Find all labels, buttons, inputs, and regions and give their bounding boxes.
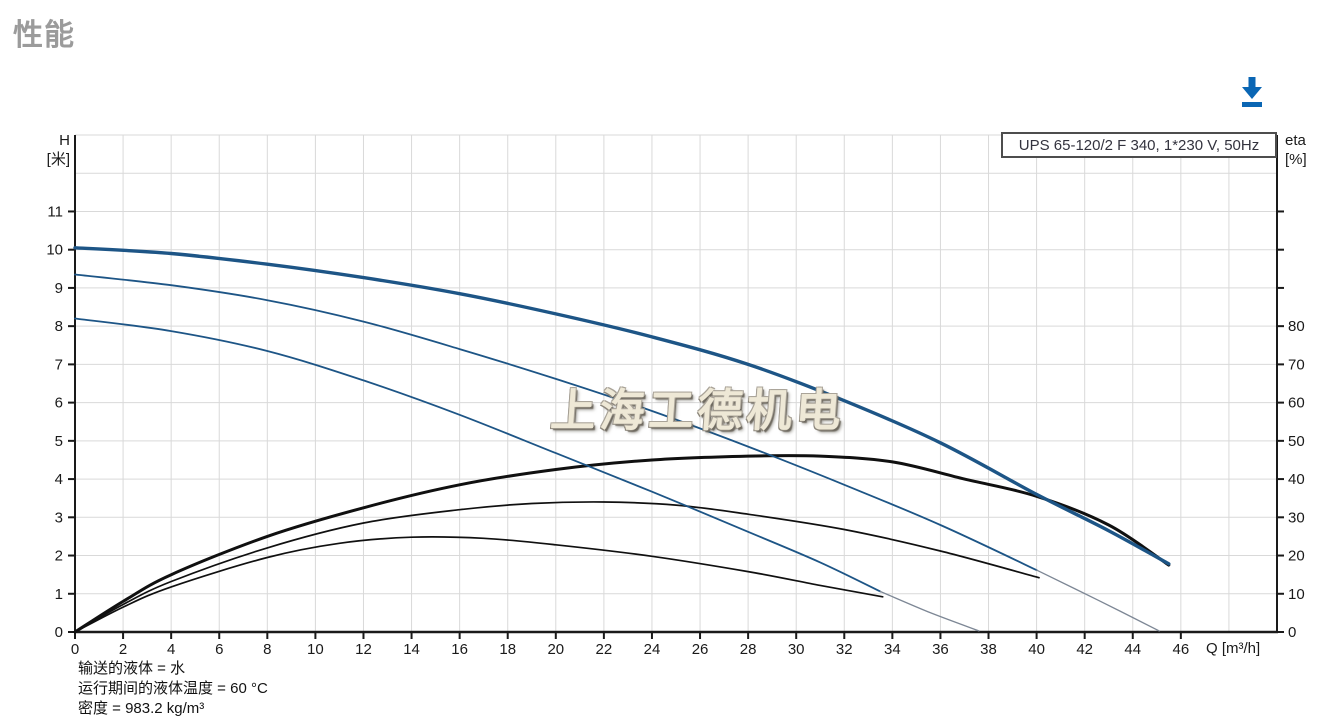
y-axis-left-title-symbol: H xyxy=(59,132,70,149)
y-right-tick-label: 80 xyxy=(1288,318,1305,335)
x-tick-label: 6 xyxy=(215,641,223,658)
x-tick-label: 20 xyxy=(547,641,564,658)
condition-liquid: 输送的液体 = 水 xyxy=(78,660,186,677)
x-tick-label: 24 xyxy=(644,641,661,658)
y-left-tick-label: 0 xyxy=(55,624,63,641)
x-tick-label: 36 xyxy=(932,641,949,658)
y-axis-right-title-symbol: eta xyxy=(1285,132,1306,149)
x-tick-label: 22 xyxy=(596,641,613,658)
y-right-tick-label: 20 xyxy=(1288,548,1305,565)
y-left-tick-label: 11 xyxy=(47,203,63,220)
y-right-tick-label: 50 xyxy=(1288,433,1305,450)
curve-head-speed1 xyxy=(74,317,882,593)
x-tick-label: 0 xyxy=(71,641,79,658)
x-tick-label: 8 xyxy=(263,641,271,658)
y-left-tick-label: 2 xyxy=(55,548,63,565)
x-tick-label: 32 xyxy=(836,641,853,658)
x-tick-label: 14 xyxy=(403,641,420,658)
download-icon xyxy=(1242,77,1262,107)
x-tick-label: 38 xyxy=(980,641,997,658)
condition-temperature: 运行期间的液体温度 = 60 °C xyxy=(78,680,268,697)
y-axis-right-title: eta [%] xyxy=(1285,131,1331,169)
y-axis-right-title-unit: [%] xyxy=(1285,151,1307,168)
page-title: 性能 xyxy=(13,19,75,52)
curve-head-speed3 xyxy=(73,246,1171,566)
y-axis-left-title: H [米] xyxy=(0,131,70,169)
y-left-tick-label: 9 xyxy=(55,280,63,297)
download-button[interactable] xyxy=(1236,72,1268,112)
y-right-tick-label: 40 xyxy=(1288,471,1305,488)
x-tick-label: 30 xyxy=(788,641,805,658)
y-right-tick-label: 10 xyxy=(1288,586,1305,603)
y-left-tick-label: 5 xyxy=(55,433,63,450)
operating-conditions: 输送的液体 = 水 运行期间的液体温度 = 60 °C 密度 = 983.2 k… xyxy=(78,659,268,719)
x-tick-label: 42 xyxy=(1076,641,1093,658)
legend-box: UPS 65-120/2 F 340, 1*230 V, 50Hz xyxy=(1001,132,1277,158)
x-tick-label: 40 xyxy=(1028,641,1045,658)
y-right-tick-label: 0 xyxy=(1288,624,1296,641)
x-tick-label: 12 xyxy=(355,641,372,658)
y-right-tick-label: 30 xyxy=(1288,509,1305,526)
x-tick-label: 26 xyxy=(692,641,709,658)
x-tick-label: 2 xyxy=(119,641,127,658)
x-tick-label: 46 xyxy=(1172,641,1189,658)
y-left-tick-label: 4 xyxy=(55,471,63,488)
y-left-tick-label: 3 xyxy=(55,509,63,526)
curve-head-speed2 xyxy=(74,273,1038,571)
y-left-tick-label: 10 xyxy=(46,242,63,259)
x-tick-label: 18 xyxy=(499,641,516,658)
x-tick-label: 4 xyxy=(167,641,175,658)
y-left-tick-label: 6 xyxy=(55,395,63,412)
y-right-tick-label: 70 xyxy=(1288,356,1305,373)
watermark: 上海工德机电 xyxy=(548,385,847,436)
x-tick-label: 44 xyxy=(1124,641,1141,658)
x-tick-label: 28 xyxy=(740,641,757,658)
x-tick-label: 34 xyxy=(884,641,901,658)
y-right-tick-label: 60 xyxy=(1288,395,1305,412)
y-left-tick-label: 8 xyxy=(55,318,63,335)
curve-head-speed2-tail xyxy=(1035,569,1160,632)
y-left-tick-label: 7 xyxy=(55,356,63,373)
curve-eta-speed2 xyxy=(74,501,1040,633)
curve-eta-speed3 xyxy=(73,454,1171,634)
curve-eta-speed1 xyxy=(74,536,884,633)
legend-label: UPS 65-120/2 F 340, 1*230 V, 50Hz xyxy=(1018,136,1260,154)
x-axis-title: Q [m³/h] xyxy=(1206,640,1261,657)
curve-head-speed1-tail xyxy=(879,590,980,632)
y-axis-left-title-unit: [米] xyxy=(46,151,70,168)
x-tick-label: 10 xyxy=(307,641,324,658)
y-left-tick-label: 1 xyxy=(55,586,63,603)
condition-density: 密度 = 983.2 kg/m³ xyxy=(78,700,205,717)
x-tick-label: 16 xyxy=(451,641,468,658)
